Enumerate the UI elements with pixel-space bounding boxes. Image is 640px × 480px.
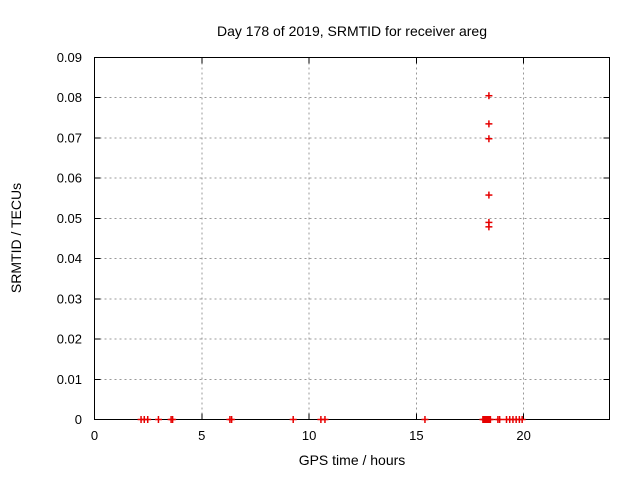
x-tick-label: 10 xyxy=(302,428,316,443)
x-tick-labels: 0 5 10 15 20 xyxy=(91,428,531,443)
y-tick-label: 0.07 xyxy=(57,130,82,145)
data-point-marker xyxy=(289,416,297,423)
y-tick-label: 0.09 xyxy=(57,50,82,65)
y-tick-labels: 0 0.01 0.02 0.03 0.04 0.05 0.06 0.07 0.08 0.09 xyxy=(57,50,82,427)
y-tick-label: 0 xyxy=(75,412,82,427)
data-point-marker xyxy=(321,416,329,423)
y-tick-label: 0.03 xyxy=(57,291,82,306)
data-point-marker xyxy=(486,416,494,423)
y-tick-label: 0.08 xyxy=(57,90,82,105)
data-point-marker xyxy=(485,135,493,143)
x-axis-label: GPS time / hours xyxy=(299,452,406,468)
data-point-marker xyxy=(154,416,162,423)
y-tick-label: 0.01 xyxy=(57,372,82,387)
data-point-marker xyxy=(496,416,504,423)
data-point-marker xyxy=(518,416,526,423)
data-points xyxy=(137,92,526,423)
y-tick-label: 0.06 xyxy=(57,171,82,186)
data-point-marker xyxy=(228,416,236,423)
x-tick-label: 20 xyxy=(516,428,530,443)
data-point-marker xyxy=(485,120,493,128)
chart-title: Day 178 of 2019, SRMTID for receiver are… xyxy=(217,23,487,39)
data-point-marker xyxy=(144,416,152,423)
axis-ticks xyxy=(94,57,610,420)
x-tick-label: 0 xyxy=(91,428,98,443)
data-point-marker xyxy=(485,223,493,231)
data-point-marker xyxy=(485,92,493,100)
y-tick-label: 0.05 xyxy=(57,211,82,226)
y-tick-label: 0.02 xyxy=(57,332,82,347)
x-tick-label: 15 xyxy=(409,428,423,443)
y-axis-label: SRMTID / TECUs xyxy=(8,183,24,293)
y-tick-label: 0.04 xyxy=(57,251,82,266)
data-point-marker xyxy=(421,416,429,423)
data-point-marker xyxy=(485,191,493,199)
data-point-marker xyxy=(169,416,177,423)
gridlines xyxy=(94,57,610,420)
x-tick-label: 5 xyxy=(198,428,205,443)
plot-border xyxy=(94,57,610,420)
